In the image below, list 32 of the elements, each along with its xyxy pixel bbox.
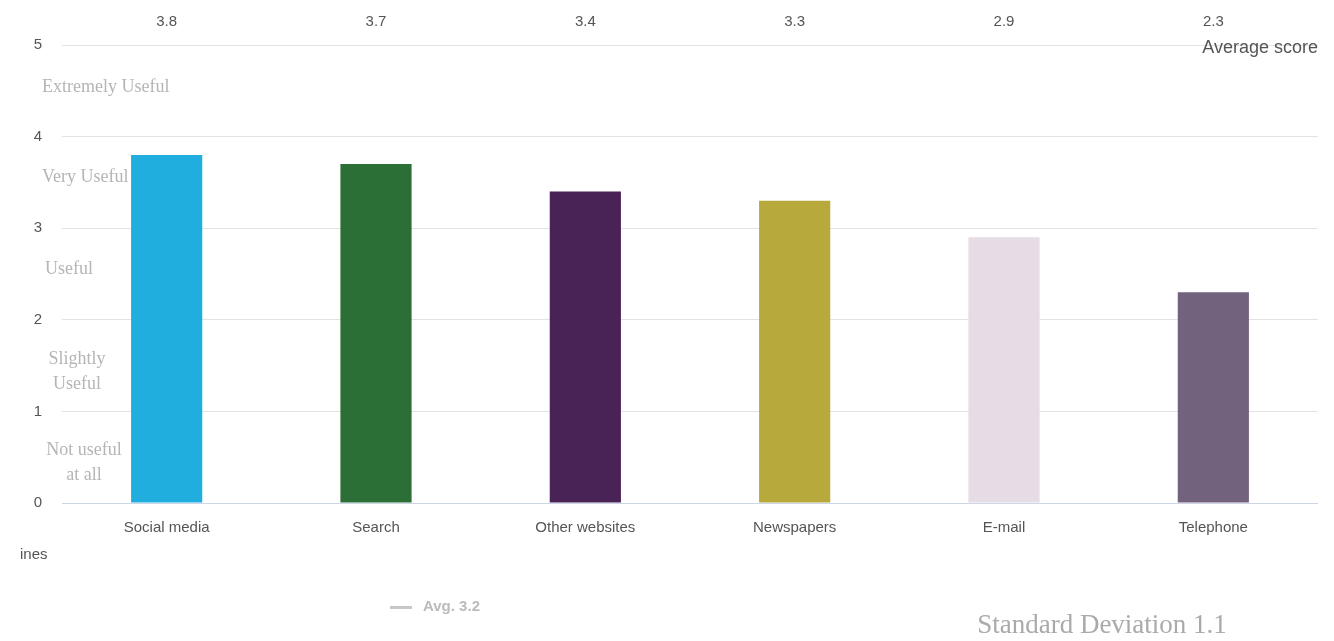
y-tick-label: 4	[33, 126, 42, 144]
data-label: 3.3	[784, 12, 806, 30]
data-label: 3.7	[365, 12, 387, 30]
text: Avg. 3.2	[423, 597, 480, 615]
x-tick-label: Other websites	[535, 518, 636, 536]
y-axis-title: Average score	[1202, 36, 1318, 57]
x-tick-label: Search	[352, 518, 400, 536]
bar	[131, 154, 203, 503]
x-tick-label: E-mail	[982, 518, 1026, 536]
data-label: 2.3	[1202, 12, 1224, 30]
data-label: 2.9	[993, 12, 1015, 30]
bar	[1177, 292, 1249, 503]
y-tick-label: 3	[33, 218, 42, 236]
y-tick-label: 2	[33, 309, 42, 327]
annotation: Very Useful	[42, 165, 129, 186]
x-tick-label: Telephone	[1178, 518, 1248, 536]
annotation: Not useful at all	[46, 439, 122, 485]
data-label: 3.8	[156, 12, 178, 30]
x-tick-label: Newspapers	[752, 518, 837, 536]
annotation: Extremely Useful	[42, 75, 170, 96]
bar	[759, 200, 831, 503]
y-tick-label: 5	[33, 35, 42, 53]
text: ines	[20, 545, 48, 563]
x-tick-label: Social media	[123, 518, 211, 536]
y-tick-label: 1	[33, 401, 42, 419]
text: Standard Deviation 1.1	[977, 609, 1227, 640]
y-tick-label: 0	[33, 493, 42, 511]
annotation: Useful	[45, 257, 93, 278]
annotation: Slightly Useful	[48, 348, 106, 394]
bar	[549, 191, 621, 503]
data-label: 3.4	[574, 12, 596, 30]
bar	[340, 164, 412, 503]
